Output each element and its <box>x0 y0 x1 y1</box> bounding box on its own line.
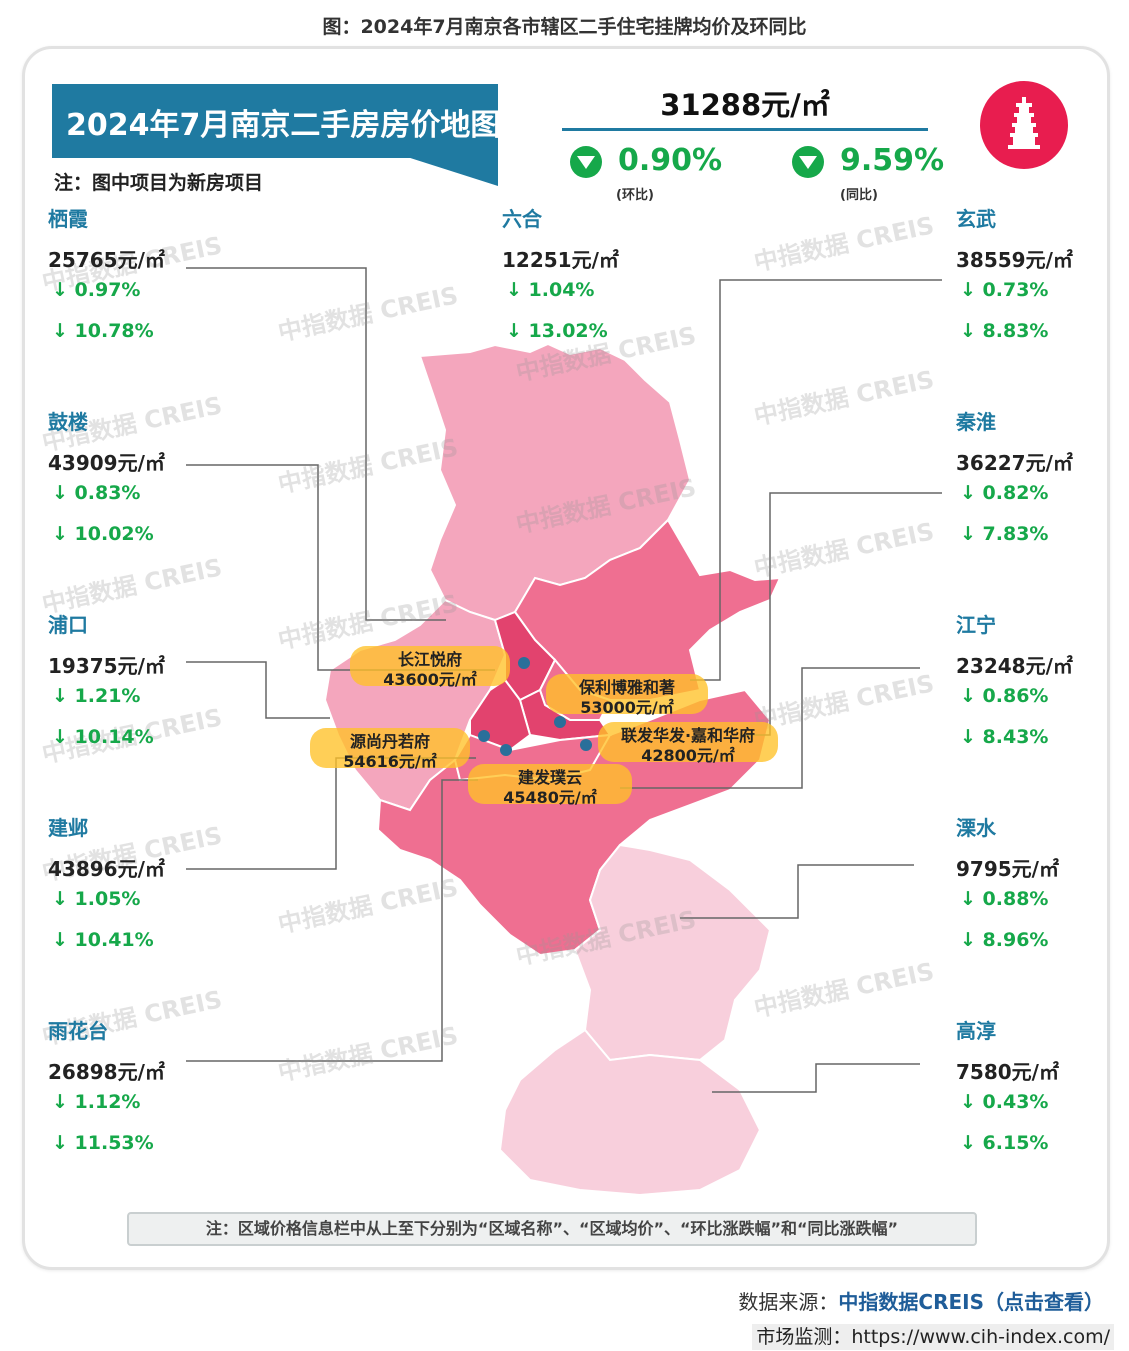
project-label <box>310 728 470 768</box>
district-yoy: ↓ 7.83% <box>960 523 1049 545</box>
district-name: 溧水 <box>956 816 996 840</box>
project-label <box>598 722 778 762</box>
district-name: 雨花台 <box>48 1019 108 1043</box>
district-name: 鼓楼 <box>48 410 88 434</box>
district-price: 9795元/㎡ <box>956 857 1059 881</box>
district-price: 25765元/㎡ <box>48 248 165 272</box>
data-source-label: 数据来源： <box>738 1290 839 1314</box>
title-banner-tail <box>404 156 498 186</box>
market-monitor: 市场监测：https://www.cih-index.com/ <box>600 1322 1114 1350</box>
market-monitor-label: 市场监测： <box>756 1326 852 1348</box>
map-region-gaochun <box>498 1028 762 1197</box>
project-price: 53000元/㎡ <box>580 698 674 717</box>
data-source: 数据来源：中指数据CREIS（点击查看） <box>700 1286 1104 1315</box>
district-yoy: ↓ 11.53% <box>52 1132 154 1154</box>
district-mom: ↓ 1.04% <box>506 279 595 301</box>
project-dot <box>478 730 490 742</box>
divider <box>562 128 928 131</box>
district-price: 19375元/㎡ <box>48 654 165 678</box>
district-yoy: ↓ 6.15% <box>960 1132 1049 1154</box>
leader-line-lishui <box>680 864 914 919</box>
district-price: 43909元/㎡ <box>48 451 165 475</box>
map-note: 注：图中项目为新房项目 <box>54 172 264 194</box>
city-average-price: 31288元/㎡ <box>660 88 830 122</box>
city-yoy-value: 9.59% <box>840 143 945 178</box>
district-name: 六合 <box>502 207 542 231</box>
figure-caption: 图：2024年7月南京各市辖区二手住宅挂牌均价及环同比 <box>322 16 807 38</box>
leader-line-pukou <box>186 661 330 719</box>
down-triangle-icon <box>570 146 602 178</box>
district-mom: ↓ 0.83% <box>52 482 141 504</box>
district-price: 26898元/㎡ <box>48 1060 165 1084</box>
district-yoy: ↓ 10.14% <box>52 726 154 748</box>
leader-line-qixia <box>186 267 446 621</box>
district-yoy: ↓ 10.02% <box>52 523 154 545</box>
leader-line-yuhuatai <box>186 779 478 1062</box>
district-mom: ↓ 0.43% <box>960 1091 1049 1113</box>
district-price: 12251元/㎡ <box>502 248 619 272</box>
district-yoy: ↓ 10.78% <box>52 320 154 342</box>
district-yoy: ↓ 13.02% <box>506 320 608 342</box>
district-mom: ↓ 0.97% <box>52 279 141 301</box>
district-mom: ↓ 1.12% <box>52 1091 141 1113</box>
city-yoy-label: (同比) <box>840 188 878 203</box>
district-yoy: ↓ 8.96% <box>960 929 1049 951</box>
title-banner <box>52 84 498 158</box>
project-price: 54616元/㎡ <box>343 752 437 771</box>
project-dot <box>580 739 592 751</box>
district-price: 36227元/㎡ <box>956 451 1073 475</box>
district-mom: ↓ 0.86% <box>960 685 1049 707</box>
project-label <box>350 646 510 686</box>
project-price: 45480元/㎡ <box>503 788 597 807</box>
district-mom: ↓ 1.21% <box>52 685 141 707</box>
district-price: 23248元/㎡ <box>956 654 1073 678</box>
district-yoy: ↓ 10.41% <box>52 929 154 951</box>
district-mom: ↓ 0.73% <box>960 279 1049 301</box>
project-name: 源尚丹若府 <box>349 732 430 751</box>
project-label <box>468 764 632 804</box>
district-price: 38559元/㎡ <box>956 248 1073 272</box>
district-mom: ↓ 1.05% <box>52 888 141 910</box>
project-name: 长江悦府 <box>397 650 462 669</box>
district-yoy: ↓ 8.43% <box>960 726 1049 748</box>
project-label <box>546 674 708 714</box>
district-name: 栖霞 <box>48 207 88 231</box>
project-price: 43600元/㎡ <box>383 670 477 689</box>
district-name: 浦口 <box>48 613 88 637</box>
badge <box>980 81 1068 169</box>
project-name: 建发璞云 <box>517 768 582 787</box>
footnote: 注：区域价格信息栏中从上至下分别为“区域名称”、“区域均价”、“环比涨跌幅”和“… <box>127 1212 977 1246</box>
project-name: 保利博雅和著 <box>578 678 675 697</box>
district-name: 江宁 <box>956 613 996 637</box>
leader-line-gaochun <box>712 1063 920 1093</box>
project-dot <box>518 657 530 669</box>
data-source-link[interactable]: 中指数据CREIS（点击查看） <box>838 1290 1104 1314</box>
pagoda-icon <box>1008 97 1040 149</box>
district-yoy: ↓ 8.83% <box>960 320 1049 342</box>
leader-line-jiangning <box>620 667 920 789</box>
project-dot <box>500 744 512 756</box>
district-price: 43896元/㎡ <box>48 857 165 881</box>
district-mom: ↓ 0.88% <box>960 888 1049 910</box>
district-name: 建邺 <box>48 816 88 840</box>
district-mom: ↓ 0.82% <box>960 482 1049 504</box>
down-triangle-icon <box>792 146 824 178</box>
district-price: 7580元/㎡ <box>956 1060 1059 1084</box>
city-mom-value: 0.90% <box>618 143 723 178</box>
district-name: 玄武 <box>956 207 996 231</box>
project-name: 联发华发·嘉和华府 <box>620 726 756 745</box>
district-name: 秦淮 <box>956 410 996 434</box>
project-price: 42800元/㎡ <box>641 746 735 765</box>
map-title: 2024年7月南京二手房房价地图 <box>66 108 501 143</box>
district-name: 高淳 <box>956 1019 996 1043</box>
market-monitor-url[interactable]: https://www.cih-index.com/ <box>851 1326 1110 1348</box>
project-dot <box>554 716 566 728</box>
city-mom-label: (环比) <box>616 188 654 203</box>
